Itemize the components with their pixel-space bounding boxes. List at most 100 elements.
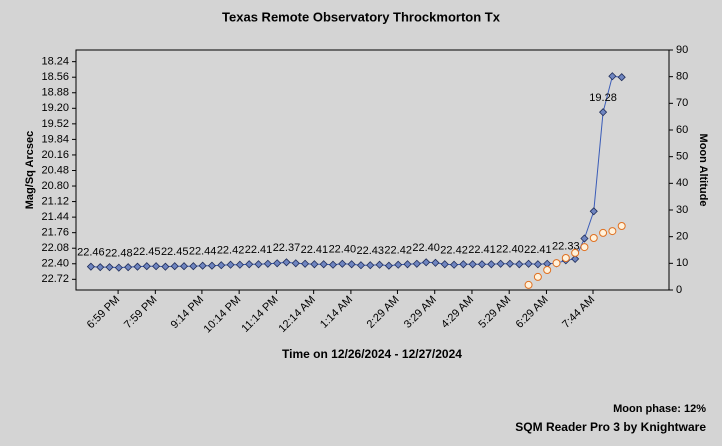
y2-tick-label: 30 bbox=[676, 204, 688, 216]
y2-tick-label: 50 bbox=[676, 151, 688, 163]
y-tick-label: 20.80 bbox=[41, 180, 69, 192]
y-tick-label: 18.24 bbox=[41, 56, 69, 68]
value-label: 22.43 bbox=[356, 245, 384, 257]
chart-title: Texas Remote Observatory Throckmorton Tx bbox=[222, 9, 501, 24]
value-label: 22.42 bbox=[384, 245, 412, 257]
value-label: 22.45 bbox=[133, 246, 161, 258]
plot-area bbox=[75, 49, 670, 291]
data-point bbox=[589, 207, 598, 216]
y-tick-label: 22.40 bbox=[41, 258, 69, 270]
value-label: 22.42 bbox=[217, 245, 245, 257]
data-point bbox=[207, 261, 217, 270]
moon-phase: Moon phase: 12% bbox=[613, 403, 706, 415]
y-tick-label: 21.12 bbox=[41, 195, 69, 207]
data-point bbox=[608, 72, 617, 81]
data-point bbox=[124, 263, 133, 272]
data-point bbox=[198, 261, 207, 270]
data-point bbox=[152, 262, 161, 271]
y-tick-label: 18.56 bbox=[41, 71, 69, 83]
data-point bbox=[552, 259, 561, 268]
data-point bbox=[440, 260, 449, 269]
x-axis-label: Time on 12/26/2024 - 12/27/2024 bbox=[282, 347, 462, 361]
data-point bbox=[235, 260, 244, 269]
data-point bbox=[524, 259, 533, 268]
y2-tick-label: 70 bbox=[676, 97, 688, 109]
series-line bbox=[90, 75, 622, 269]
data-point bbox=[375, 260, 384, 269]
data-point bbox=[599, 228, 608, 237]
y-tick-label: 20.16 bbox=[41, 149, 69, 161]
value-label: 22.37 bbox=[273, 242, 301, 254]
data-point bbox=[477, 260, 487, 269]
y2-tick-label: 0 bbox=[676, 284, 682, 296]
y2-tick-label: 20 bbox=[676, 231, 688, 243]
data-point bbox=[617, 73, 626, 82]
data-point bbox=[114, 263, 123, 272]
data-point bbox=[431, 258, 440, 267]
value-label: 22.41 bbox=[524, 244, 552, 256]
y2-tick-label: 10 bbox=[676, 257, 688, 269]
footer: SQM Reader Pro 3 by Knightware bbox=[515, 420, 706, 434]
data-point bbox=[515, 260, 524, 269]
value-label: 22.46 bbox=[77, 247, 105, 259]
y-tick-label: 21.44 bbox=[41, 211, 69, 223]
data-point bbox=[310, 260, 319, 269]
data-point bbox=[291, 259, 300, 268]
data-point bbox=[589, 234, 598, 242]
y2-axis-label: Moon Altitude bbox=[697, 134, 709, 207]
data-point bbox=[366, 261, 375, 270]
value-label: 22.42 bbox=[440, 245, 468, 257]
data-point bbox=[133, 262, 142, 271]
y2-tick-label: 80 bbox=[676, 71, 688, 83]
y-tick-label: 21.76 bbox=[41, 227, 69, 239]
data-point bbox=[580, 243, 589, 252]
data-point bbox=[450, 260, 459, 269]
data-point bbox=[543, 266, 552, 274]
y-tick-label: 19.84 bbox=[41, 133, 69, 145]
data-point bbox=[226, 260, 235, 269]
data-point bbox=[338, 259, 347, 268]
data-point bbox=[273, 259, 282, 268]
data-point bbox=[496, 259, 505, 268]
data-point bbox=[142, 262, 151, 271]
data-point bbox=[301, 259, 310, 268]
y2-tick-label: 60 bbox=[676, 124, 688, 136]
y-tick-label: 22.72 bbox=[41, 273, 69, 285]
data-point bbox=[571, 248, 580, 257]
data-point bbox=[608, 227, 617, 236]
data-point bbox=[282, 258, 291, 267]
data-point bbox=[245, 260, 254, 269]
data-point bbox=[571, 254, 580, 263]
data-point bbox=[328, 260, 338, 269]
data-point bbox=[105, 263, 114, 272]
data-point bbox=[86, 262, 95, 271]
data-point bbox=[580, 234, 589, 243]
value-label: 22.44 bbox=[189, 246, 217, 258]
value-label: 22.40 bbox=[496, 244, 524, 256]
data-point bbox=[170, 262, 179, 271]
y-tick-label: 19.20 bbox=[41, 102, 69, 114]
data-point bbox=[319, 260, 328, 269]
data-point bbox=[561, 254, 570, 262]
value-label: 22.40 bbox=[412, 242, 440, 254]
value-label: 22.45 bbox=[161, 246, 189, 258]
value-label: 22.41 bbox=[468, 244, 496, 256]
value-label: 22.41 bbox=[245, 244, 273, 256]
y2-tick-label: 90 bbox=[676, 44, 688, 56]
data-point bbox=[189, 262, 198, 271]
data-point bbox=[254, 260, 263, 269]
data-point bbox=[459, 260, 468, 269]
y-tick-label: 19.52 bbox=[41, 118, 69, 130]
data-point bbox=[179, 262, 189, 271]
data-point bbox=[524, 280, 533, 289]
data-point bbox=[412, 259, 421, 268]
value-label: 22.40 bbox=[329, 244, 357, 256]
data-point bbox=[217, 261, 226, 270]
data-point bbox=[384, 261, 393, 270]
data-point bbox=[599, 108, 608, 117]
value-label: 22.41 bbox=[301, 244, 329, 256]
y-axis-label: Mag/Sq Arcsec bbox=[24, 131, 36, 209]
data-point bbox=[96, 263, 105, 272]
y-tick-label: 18.88 bbox=[41, 87, 69, 99]
